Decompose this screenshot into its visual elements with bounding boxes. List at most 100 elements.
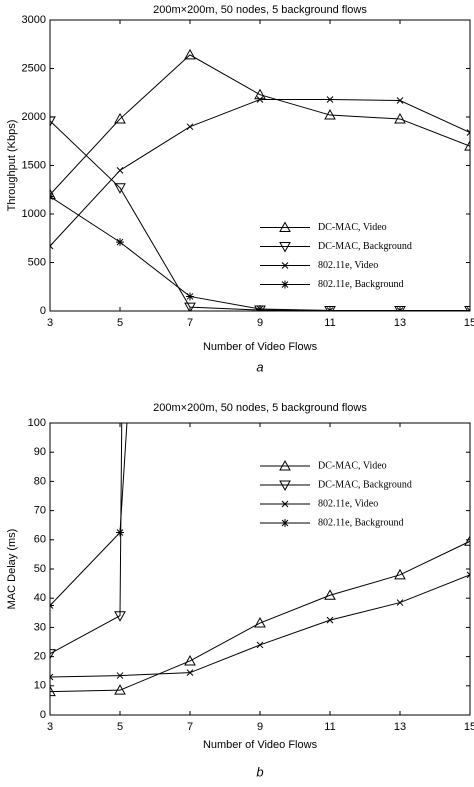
- legend-label: DC-MAC, Video: [318, 460, 387, 471]
- y-tick-label: 0: [40, 709, 46, 721]
- marker: [326, 96, 334, 103]
- chart-title: 200m×200m, 50 nodes, 5 background flows: [153, 402, 367, 414]
- x-axis-label: Number of Video Flows: [203, 341, 318, 353]
- marker: [50, 116, 56, 127]
- marker: [466, 306, 470, 311]
- x-axis-label: Number of Video Flows: [203, 739, 318, 751]
- chart-title: 200m×200m, 50 nodes, 5 background flows: [153, 4, 367, 16]
- legend-label: DC-MAC, Background: [318, 241, 412, 252]
- x-tick-label: 7: [187, 317, 193, 329]
- y-tick-label: 0: [40, 305, 46, 317]
- marker: [50, 649, 56, 660]
- caption: a: [256, 359, 263, 374]
- marker: [256, 305, 264, 311]
- x-tick-label: 13: [394, 317, 406, 329]
- marker: [256, 641, 264, 649]
- marker: [256, 96, 264, 103]
- plot-area: [50, 48, 470, 311]
- legend-label: 802.11e, Background: [318, 279, 403, 290]
- y-tick-label: 50: [34, 563, 46, 575]
- x-tick-label: 3: [47, 721, 53, 733]
- series-line: [50, 196, 470, 311]
- marker: [279, 242, 291, 253]
- x-tick-label: 3: [47, 317, 53, 329]
- y-tick-label: 10: [34, 680, 46, 692]
- marker: [50, 242, 54, 250]
- marker: [279, 480, 291, 492]
- x-tick-label: 7: [187, 721, 193, 733]
- marker: [184, 302, 196, 311]
- y-tick-label: 90: [34, 446, 46, 458]
- marker: [396, 97, 404, 104]
- marker: [281, 500, 289, 508]
- legend-label: DC-MAC, Video: [318, 222, 387, 233]
- marker: [116, 166, 124, 174]
- marker: [281, 519, 289, 527]
- caption: b: [256, 764, 263, 779]
- legend-label: 802.11e, Video: [318, 260, 378, 271]
- marker: [114, 112, 126, 124]
- y-tick-label: 60: [34, 534, 46, 546]
- legend-label: 802.11e, Background: [318, 517, 403, 528]
- marker: [186, 669, 194, 677]
- series-line: [50, 574, 470, 678]
- plot-frame: [49, 19, 471, 312]
- legend-label: DC-MAC, Background: [318, 479, 412, 490]
- y-tick-label: 3000: [22, 14, 46, 26]
- series-line: [50, 120, 470, 311]
- marker: [114, 684, 126, 695]
- marker: [466, 571, 470, 579]
- series-line: [50, 540, 470, 693]
- x-tick-label: 15: [464, 317, 474, 329]
- plot-area: [50, 423, 470, 697]
- y-tick-label: 40: [34, 592, 46, 604]
- plot-frame: [49, 422, 471, 716]
- marker: [324, 589, 336, 600]
- marker: [394, 568, 406, 580]
- marker: [394, 112, 406, 124]
- marker: [464, 535, 470, 546]
- marker: [116, 672, 124, 679]
- x-tick-label: 5: [117, 317, 123, 329]
- y-tick-label: 1500: [22, 159, 46, 171]
- marker: [326, 616, 334, 624]
- y-tick-label: 30: [34, 621, 46, 633]
- legend-label: 802.11e, Video: [318, 498, 378, 509]
- y-tick-label: 80: [34, 475, 46, 487]
- y-axis-label: MAC Delay (ms): [6, 529, 18, 610]
- x-tick-label: 5: [117, 721, 123, 733]
- marker: [184, 48, 196, 60]
- y-tick-label: 500: [28, 256, 46, 268]
- marker: [186, 123, 194, 131]
- marker: [466, 129, 470, 136]
- x-tick-label: 15: [464, 721, 474, 733]
- x-tick-label: 13: [394, 721, 406, 733]
- y-tick-label: 2000: [22, 111, 46, 123]
- marker: [464, 140, 470, 151]
- marker: [396, 306, 404, 311]
- marker: [186, 292, 194, 301]
- marker: [50, 601, 54, 610]
- marker: [116, 238, 124, 247]
- x-tick-label: 9: [257, 721, 263, 733]
- marker: [324, 109, 336, 120]
- marker: [184, 654, 196, 666]
- marker: [114, 183, 126, 194]
- y-tick-label: 20: [34, 651, 46, 663]
- marker: [281, 262, 289, 269]
- y-tick-label: 100: [28, 417, 46, 429]
- series-line: [50, 423, 128, 606]
- x-tick-label: 9: [257, 317, 263, 329]
- marker: [326, 306, 334, 311]
- marker: [116, 528, 124, 537]
- marker: [50, 685, 56, 697]
- marker: [50, 673, 54, 681]
- marker: [254, 616, 266, 628]
- y-tick-label: 70: [34, 505, 46, 517]
- marker: [279, 459, 291, 471]
- marker: [281, 280, 289, 289]
- marker: [50, 192, 54, 201]
- y-tick-label: 2500: [22, 62, 46, 74]
- y-axis-label: Throughput (Kbps): [6, 120, 18, 212]
